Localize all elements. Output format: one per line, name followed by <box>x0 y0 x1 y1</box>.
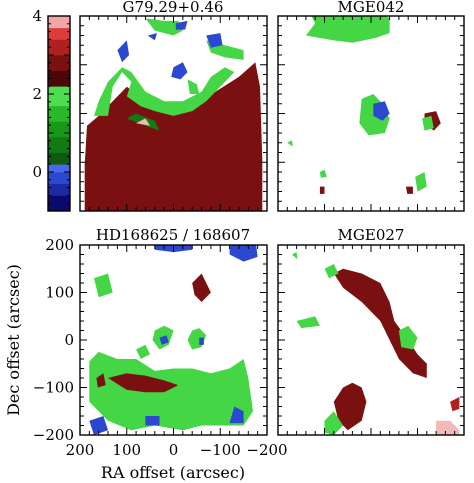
colorbar-band <box>48 195 70 212</box>
panel-title: HD168625 / 168607 <box>96 226 250 244</box>
y-tick-label: −200 <box>33 426 74 444</box>
emission-region <box>422 115 434 131</box>
emission-region <box>147 33 158 41</box>
y-axis-title: Dec offset (arcsec) <box>4 264 23 416</box>
x-tick-label: 100 <box>112 441 141 459</box>
emission-region <box>333 382 367 431</box>
emission-region <box>324 411 344 435</box>
colorbar-band <box>48 70 70 87</box>
x-tick-label: 200 <box>66 441 95 459</box>
emission-region <box>175 20 188 30</box>
emission-region <box>287 140 293 147</box>
x-tick-label: 0 <box>169 441 179 459</box>
emission-region <box>96 373 106 388</box>
emission-region <box>145 416 160 426</box>
colorbar-band <box>48 27 70 40</box>
colorbar-band <box>48 16 70 29</box>
x-axis-title: RA offset (arcsec) <box>101 463 245 482</box>
y-tick-label: 100 <box>45 284 74 302</box>
x-tick-label: −100 <box>200 441 241 459</box>
emission-region <box>108 373 179 393</box>
emission-map-g79 <box>84 18 263 211</box>
colorbar-band <box>48 55 70 71</box>
panel-frame <box>277 244 465 436</box>
emission-region <box>319 169 327 178</box>
emission-region <box>117 40 130 63</box>
colorbar-tick-label: 4 <box>32 7 42 25</box>
panel-frames <box>79 15 465 436</box>
emission-region <box>324 264 339 279</box>
emission-region <box>199 337 204 345</box>
emission-region <box>229 245 258 262</box>
emission-region <box>94 67 235 116</box>
emission-region <box>136 344 151 359</box>
y-tick-label: 0 <box>64 331 74 349</box>
emission-map-hd168625 <box>89 245 258 435</box>
panel-title: MGE042 <box>338 0 405 16</box>
emission-region <box>296 316 320 329</box>
emission-region <box>159 335 169 345</box>
colorbar-band <box>48 86 70 107</box>
y-tick-label: −100 <box>33 379 74 397</box>
emission-region <box>373 101 390 121</box>
colorbar-band <box>48 152 70 165</box>
emission-region <box>305 16 390 43</box>
emission-region <box>94 273 113 298</box>
emission-map-mge027 <box>291 252 460 435</box>
emission-map-mge042 <box>287 16 441 194</box>
emission-region <box>89 416 108 435</box>
colorbar-band <box>48 105 70 122</box>
emission-region <box>319 186 325 194</box>
emission-region <box>450 397 460 412</box>
emission-region <box>187 79 200 94</box>
colorbar-tick-label: 2 <box>32 85 42 103</box>
colorbar-band <box>48 39 70 56</box>
emission-region <box>206 33 223 48</box>
x-tick-label: −200 <box>246 441 287 459</box>
panel-title: G79.29+0.46 <box>123 0 224 16</box>
emission-region <box>84 62 263 211</box>
emission-region <box>436 420 460 435</box>
emission-region <box>415 172 427 192</box>
emission-region <box>192 273 211 302</box>
emission-region <box>333 268 427 378</box>
emission-region <box>405 186 413 194</box>
colorbar-band <box>48 121 70 138</box>
colorbar-band <box>48 172 70 185</box>
colorbar-band <box>48 164 70 173</box>
emission-region <box>136 118 151 126</box>
emission-region <box>171 62 188 80</box>
colorbar-band <box>48 183 70 196</box>
emission-region <box>89 351 253 431</box>
y-tick-label: 200 <box>45 236 74 254</box>
emission-region <box>291 252 298 260</box>
colorbar: 0 2 4 <box>32 7 71 212</box>
emission-region <box>398 325 418 350</box>
panel-title: MGE027 <box>338 226 405 244</box>
colorbar-tick-label: 0 <box>32 163 42 181</box>
colorbar-band <box>48 136 70 153</box>
emission-region <box>229 406 244 424</box>
colorbar-frame <box>47 15 71 212</box>
